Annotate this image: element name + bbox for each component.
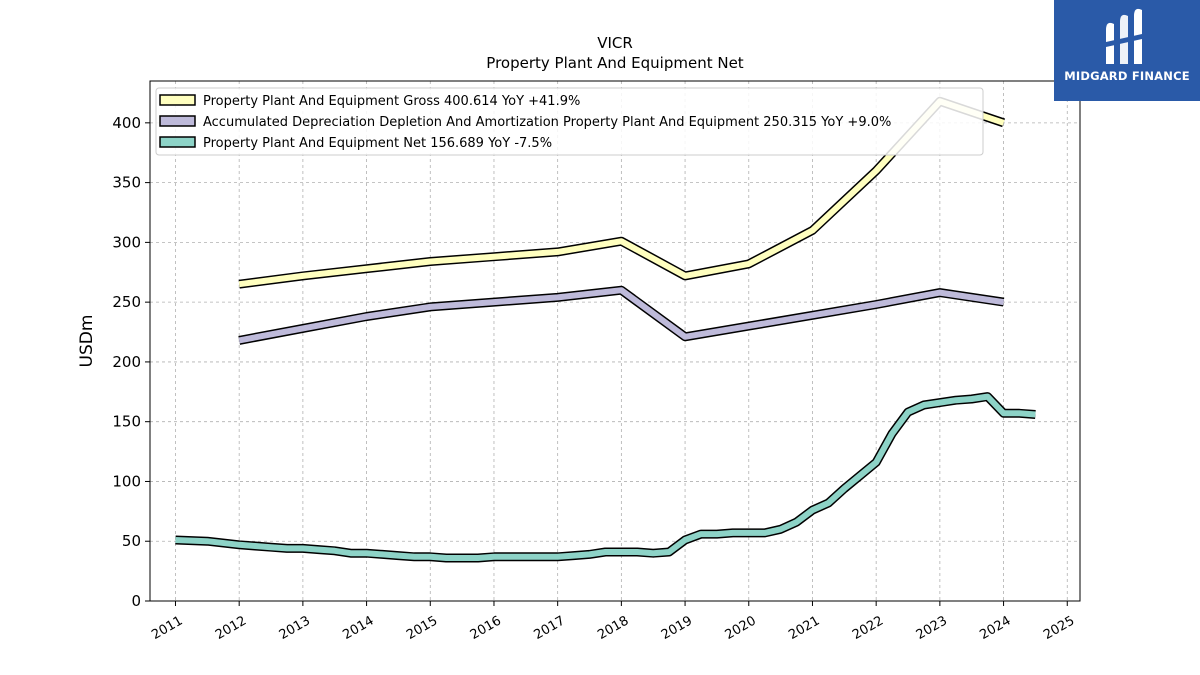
legend-label-2: Property Plant And Equipment Net 156.689… xyxy=(203,136,552,151)
x-axis: 2011 2012 2013 2014 2015 2016 2017 2018 2019 2020… xyxy=(149,601,1077,643)
x-tick-label: 2015 xyxy=(404,613,440,643)
x-tick-label: 2017 xyxy=(532,613,568,643)
brand-mark-icon xyxy=(1106,8,1142,64)
legend: Property Plant And Equipment Gross 400.6… xyxy=(155,87,984,156)
chart-subtitle: Property Plant And Equipment Net xyxy=(486,54,743,72)
grid xyxy=(150,81,1080,602)
x-tick-label: 2023 xyxy=(914,613,950,643)
y-axis: 0 50 100 150 200 250 300 350 400 xyxy=(112,114,150,610)
legend-box xyxy=(155,87,984,156)
series-line-0 xyxy=(238,98,1005,288)
y-tick-label: 0 xyxy=(131,592,141,610)
x-tick-label: 2025 xyxy=(1041,613,1077,643)
series-line-2 xyxy=(175,393,1036,561)
y-tick-label: 250 xyxy=(112,293,141,311)
brand-name: MIDGARD FINANCE xyxy=(1064,69,1190,83)
y-tick-label: 50 xyxy=(122,532,141,550)
y-tick-label: 100 xyxy=(112,472,141,490)
legend-swatch-1 xyxy=(159,115,196,127)
chart-title: VICR xyxy=(597,34,633,52)
legend-label-0: Property Plant And Equipment Gross 400.6… xyxy=(203,94,580,109)
x-tick-label: 2022 xyxy=(850,613,886,643)
x-tick-label: 2013 xyxy=(277,613,313,643)
x-tick-label: 2019 xyxy=(659,613,695,643)
plot-frame xyxy=(149,80,1081,602)
y-tick-label: 300 xyxy=(112,233,141,251)
x-tick-label: 2021 xyxy=(786,613,822,643)
x-tick-label: 2018 xyxy=(595,613,631,643)
y-axis-label: USDm xyxy=(77,315,97,368)
x-tick-label: 2011 xyxy=(149,613,185,643)
x-tick-label: 2012 xyxy=(213,613,249,643)
series-outline-2 xyxy=(175,392,1036,563)
y-tick-label: 350 xyxy=(112,174,141,192)
legend-swatch-2 xyxy=(159,136,196,148)
x-tick-label: 2024 xyxy=(977,613,1013,643)
series-line-1 xyxy=(238,287,1005,344)
legend-label-1: Accumulated Depreciation Depletion And A… xyxy=(203,115,891,130)
series-layer xyxy=(175,96,1036,563)
brand-logo: MIDGARD FINANCE xyxy=(1054,0,1200,101)
y-tick-label: 150 xyxy=(112,413,141,431)
x-tick-label: 2016 xyxy=(468,613,504,643)
x-tick-label: 2020 xyxy=(723,613,759,643)
x-tick-label: 2014 xyxy=(340,613,376,643)
y-tick-label: 400 xyxy=(112,114,141,132)
legend-swatch-0 xyxy=(159,94,196,106)
y-tick-label: 200 xyxy=(112,353,141,371)
